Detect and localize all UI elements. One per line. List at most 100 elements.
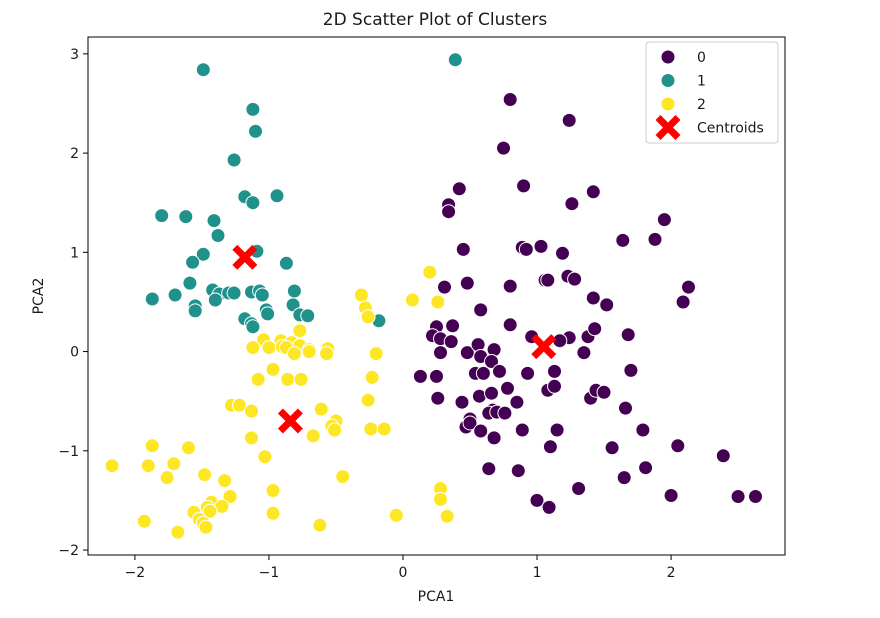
point-cluster-2 bbox=[198, 519, 214, 535]
point-cluster-1 bbox=[182, 275, 198, 291]
point-cluster-2 bbox=[250, 371, 266, 387]
point-cluster-2 bbox=[363, 421, 379, 437]
point-cluster-2 bbox=[280, 371, 296, 387]
point-cluster-0 bbox=[516, 178, 532, 194]
point-cluster-1 bbox=[207, 292, 223, 308]
point-cluster-0 bbox=[475, 365, 491, 381]
point-cluster-2 bbox=[293, 371, 309, 387]
x-tick-label: 1 bbox=[533, 565, 542, 581]
point-cluster-0 bbox=[561, 112, 577, 128]
point-cluster-2 bbox=[170, 524, 186, 540]
point-cluster-1 bbox=[195, 62, 211, 78]
point-cluster-2 bbox=[140, 458, 156, 474]
point-cluster-0 bbox=[502, 92, 518, 107]
point-cluster-1 bbox=[210, 228, 226, 243]
point-cluster-2 bbox=[104, 458, 120, 474]
point-cluster-2 bbox=[222, 489, 238, 504]
point-cluster-0 bbox=[533, 238, 549, 254]
point-cluster-0 bbox=[445, 318, 461, 334]
point-cluster-2 bbox=[364, 369, 380, 385]
points-layer bbox=[104, 52, 763, 540]
point-cluster-1 bbox=[226, 152, 242, 168]
x-tick-label: 0 bbox=[399, 565, 408, 581]
point-cluster-0 bbox=[502, 317, 518, 333]
point-cluster-1 bbox=[260, 306, 276, 322]
point-cluster-1 bbox=[248, 123, 263, 139]
point-cluster-0 bbox=[585, 290, 601, 306]
legend-marker-2 bbox=[660, 96, 676, 112]
point-cluster-2 bbox=[368, 346, 384, 362]
point-cluster-2 bbox=[312, 517, 328, 533]
point-cluster-2 bbox=[181, 440, 196, 456]
point-cluster-0 bbox=[518, 241, 534, 257]
point-cluster-2 bbox=[388, 507, 404, 523]
point-cluster-2 bbox=[292, 323, 308, 339]
point-cluster-2 bbox=[261, 340, 277, 356]
point-cluster-2 bbox=[265, 483, 281, 498]
point-cluster-2 bbox=[159, 470, 175, 486]
chart-title: 2D Scatter Plot of Clusters bbox=[323, 10, 548, 30]
point-cluster-2 bbox=[327, 422, 343, 438]
legend: 0 1 2 Centroids bbox=[645, 41, 779, 144]
point-cluster-2 bbox=[360, 392, 376, 408]
legend-label: 1 bbox=[697, 74, 706, 90]
point-cluster-0 bbox=[451, 181, 467, 197]
legend-label: 0 bbox=[697, 50, 706, 66]
point-cluster-2 bbox=[232, 397, 247, 413]
legend-label: Centroids bbox=[697, 121, 764, 137]
point-cluster-0 bbox=[635, 422, 651, 438]
point-cluster-1 bbox=[245, 195, 261, 211]
point-cluster-0 bbox=[492, 363, 507, 379]
point-cluster-2 bbox=[166, 456, 182, 472]
y-tick-label: 2 bbox=[70, 146, 79, 162]
legend-box bbox=[645, 41, 779, 144]
centroid-marker bbox=[232, 244, 258, 270]
point-cluster-1 bbox=[185, 254, 201, 270]
point-cluster-0 bbox=[656, 212, 672, 228]
point-cluster-0 bbox=[623, 362, 639, 378]
point-cluster-2 bbox=[202, 503, 218, 519]
point-cluster-2 bbox=[305, 428, 321, 444]
point-cluster-1 bbox=[206, 213, 222, 229]
point-cluster-0 bbox=[730, 489, 746, 504]
point-cluster-0 bbox=[675, 294, 691, 310]
point-cluster-1 bbox=[154, 208, 170, 224]
point-cluster-0 bbox=[429, 368, 444, 384]
y-tick-label: −1 bbox=[58, 444, 79, 460]
point-cluster-1 bbox=[286, 283, 302, 299]
point-cluster-2 bbox=[422, 264, 438, 280]
point-cluster-0 bbox=[615, 232, 631, 248]
point-cluster-1 bbox=[245, 319, 261, 335]
point-cluster-0 bbox=[599, 297, 615, 313]
y-axis-label: PCA2 bbox=[31, 278, 47, 315]
legend-marker-1 bbox=[660, 73, 676, 88]
point-cluster-2 bbox=[404, 292, 420, 308]
point-cluster-0 bbox=[520, 365, 536, 381]
point-cluster-0 bbox=[540, 272, 556, 288]
point-cluster-1 bbox=[187, 303, 203, 319]
point-cluster-0 bbox=[604, 440, 620, 456]
point-cluster-1 bbox=[178, 209, 194, 225]
point-cluster-0 bbox=[715, 448, 731, 464]
x-axis: −2 −1 0 1 2 bbox=[125, 555, 676, 581]
point-cluster-2 bbox=[217, 473, 233, 489]
point-cluster-0 bbox=[514, 422, 530, 438]
point-cluster-0 bbox=[496, 140, 511, 156]
point-cluster-0 bbox=[433, 345, 448, 361]
point-cluster-0 bbox=[510, 463, 526, 479]
y-axis: −2 −1 0 1 2 3 bbox=[58, 47, 88, 559]
point-cluster-0 bbox=[473, 302, 489, 318]
x-axis-label: PCA1 bbox=[418, 589, 455, 605]
y-tick-label: −2 bbox=[58, 543, 79, 559]
point-cluster-2 bbox=[376, 421, 392, 437]
point-cluster-2 bbox=[197, 467, 213, 483]
y-tick-label: 3 bbox=[70, 47, 79, 63]
point-cluster-2 bbox=[286, 346, 302, 362]
point-cluster-0 bbox=[455, 241, 471, 257]
point-cluster-0 bbox=[547, 363, 562, 379]
point-cluster-1 bbox=[245, 101, 261, 117]
point-cluster-1 bbox=[195, 246, 211, 262]
point-cluster-0 bbox=[500, 380, 515, 396]
point-cluster-0 bbox=[670, 438, 686, 454]
x-tick-label: −2 bbox=[125, 565, 146, 581]
